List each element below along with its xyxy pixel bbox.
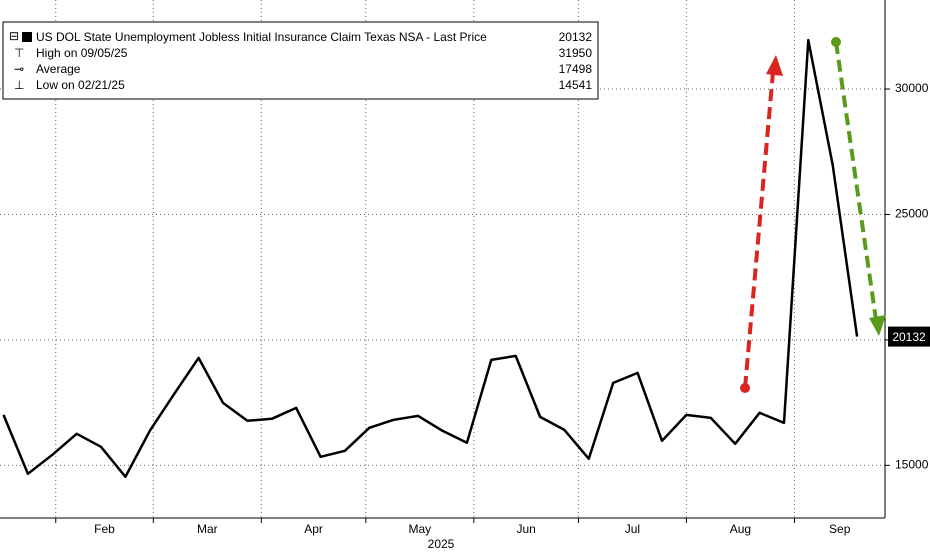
legend-value: 31950	[559, 46, 593, 60]
x-axis-label: 2025	[428, 537, 455, 551]
y-tick-label: 15000	[895, 457, 929, 471]
y-tick-label: 30000	[895, 81, 929, 95]
x-tick-label: Apr	[304, 522, 323, 536]
x-tick-label: May	[409, 522, 432, 536]
x-tick-label: Jul	[625, 522, 640, 536]
last-price-label: 20132	[892, 330, 926, 344]
annotation-arrows	[740, 37, 886, 393]
x-tick-label: Mar	[197, 522, 218, 536]
x-tick-label: Aug	[730, 522, 751, 536]
last-price-tag: 20132	[888, 326, 930, 347]
series-line	[2, 38, 859, 479]
legend-icon: ⊟	[9, 29, 19, 43]
legend-icon: ⊸	[14, 62, 24, 76]
legend-label: Average	[36, 62, 81, 76]
y-tick-label: 25000	[895, 207, 929, 221]
x-tick-label: Jun	[516, 522, 535, 536]
legend: ⊟ US DOL State Unemployment Jobless Init…	[2, 21, 599, 100]
legend-label: Low on 02/21/25	[36, 78, 125, 92]
legend-icon: ⊥	[14, 78, 24, 92]
x-tick-label: Feb	[94, 522, 115, 536]
legend-icon: ⊤	[14, 46, 24, 60]
legend-last: 20132	[559, 30, 593, 44]
legend-value: 17498	[559, 62, 593, 76]
last-price-box	[888, 326, 930, 347]
legend-box	[2, 21, 599, 100]
legend-label: High on 09/05/25	[36, 46, 128, 60]
legend-value: 14541	[559, 78, 593, 92]
x-tick-label: Sep	[829, 522, 851, 536]
legend-swatch	[22, 32, 32, 42]
legend-title: US DOL State Unemployment Jobless Initia…	[36, 30, 487, 44]
